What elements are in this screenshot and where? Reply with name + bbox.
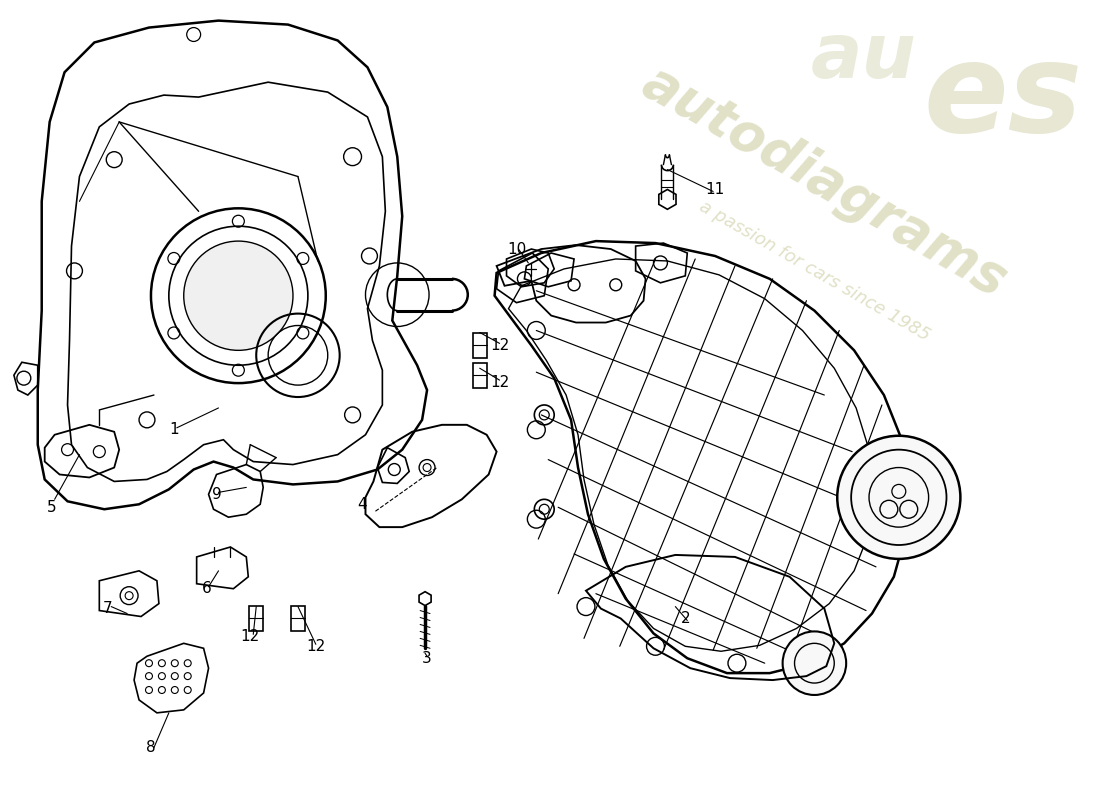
Text: es: es [924,37,1082,158]
Text: a passion for cars since 1985: a passion for cars since 1985 [696,198,933,345]
Text: 5: 5 [47,500,56,514]
Text: autodiagrams: autodiagrams [632,56,1015,307]
Circle shape [837,436,960,559]
Text: 9: 9 [211,487,221,502]
Text: 11: 11 [705,182,725,197]
Text: 12: 12 [306,639,326,654]
Text: 12: 12 [241,629,260,644]
Text: 6: 6 [201,582,211,596]
Text: 1: 1 [169,422,178,438]
Text: 7: 7 [102,601,112,616]
Text: 4: 4 [358,497,367,512]
Text: 10: 10 [507,242,526,257]
Text: 2: 2 [681,611,690,626]
Text: 12: 12 [490,374,509,390]
Text: au: au [811,20,917,94]
Circle shape [782,631,846,695]
Text: 3: 3 [422,650,432,666]
Text: 8: 8 [146,740,156,755]
Circle shape [184,241,293,350]
Text: 12: 12 [490,338,509,353]
